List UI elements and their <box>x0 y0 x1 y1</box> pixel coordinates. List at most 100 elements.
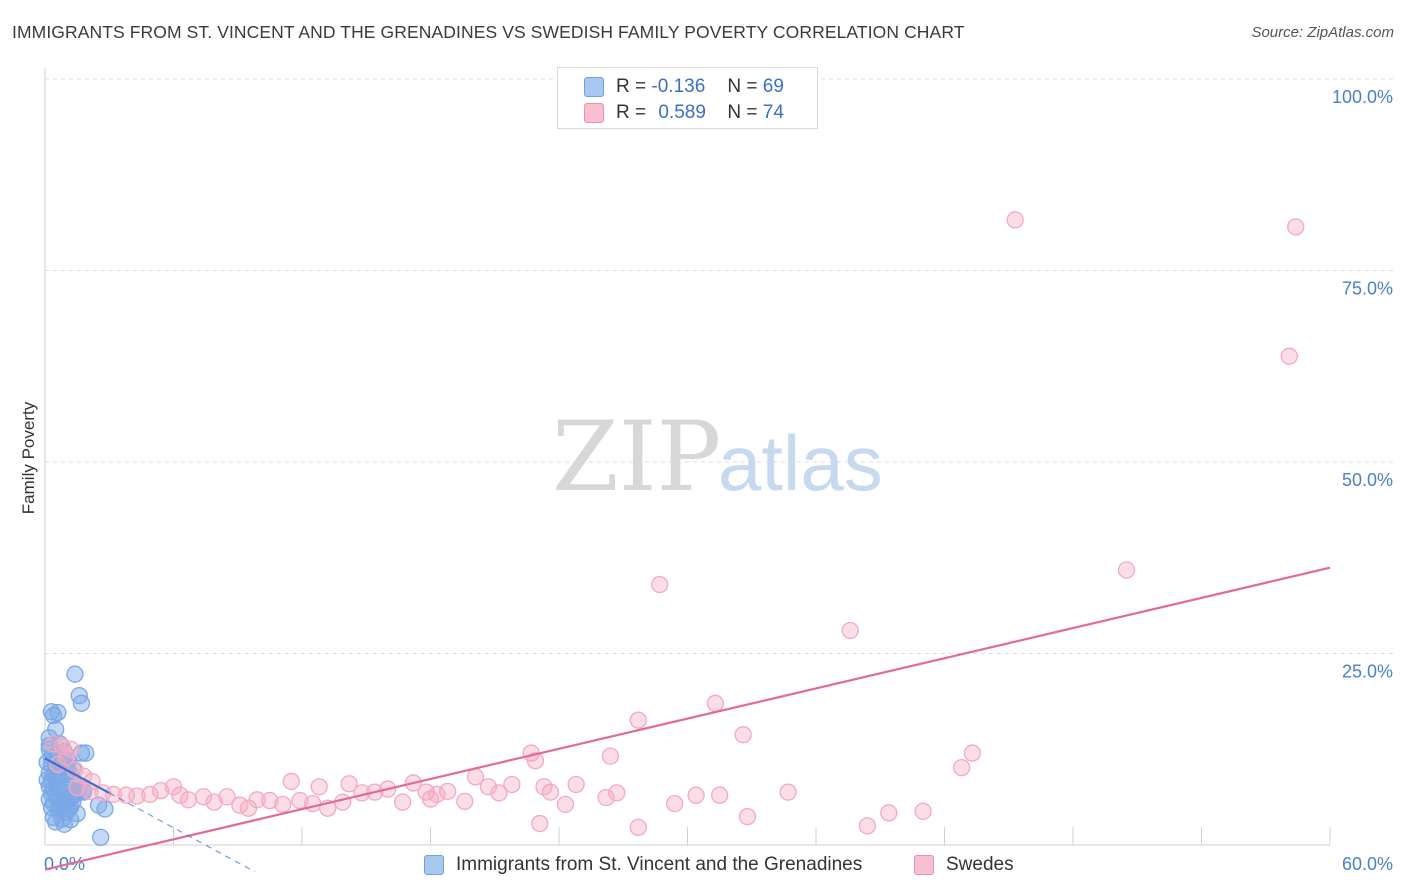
point-swedes <box>914 802 932 820</box>
gridlines <box>45 78 1393 654</box>
source-label: Source: ZipAtlas.com <box>1251 24 1394 41</box>
point-immigrants <box>55 815 73 833</box>
point-swedes <box>171 786 189 804</box>
point-immigrants <box>66 665 84 683</box>
point-swedes <box>601 747 620 765</box>
watermark-zip: ZIP <box>552 401 721 513</box>
point-swedes <box>334 793 352 811</box>
y-axis-label: Family Poverty <box>19 401 38 514</box>
legend-n-label: N = <box>727 76 758 97</box>
point-swedes <box>179 791 198 809</box>
point-swedes <box>556 795 575 814</box>
point-swedes <box>608 784 626 802</box>
regression-lines <box>44 566 1331 873</box>
bottom-legend-label-immigrants: Immigrants from St. Vincent and the Gren… <box>456 854 863 875</box>
bottom-legend-swedes: Swedes <box>914 852 1014 878</box>
point-swedes <box>1117 561 1136 579</box>
point-swedes <box>567 775 585 794</box>
point-swedes <box>629 818 647 837</box>
point-swedes <box>421 790 440 808</box>
point-swedes <box>490 784 508 802</box>
point-swedes <box>779 783 797 801</box>
point-swedes <box>1006 211 1024 229</box>
point-swedes <box>597 788 615 807</box>
point-immigrants <box>72 694 91 712</box>
point-swedes <box>687 786 705 804</box>
point-swedes <box>479 778 497 796</box>
point-swedes <box>282 772 300 791</box>
legend-r-value-swedes: 0.589 <box>658 102 706 123</box>
point-swedes <box>340 775 358 793</box>
point-swedes <box>218 788 236 806</box>
point-swedes <box>394 793 412 811</box>
point-swedes <box>531 814 549 833</box>
point-immigrants <box>68 804 86 823</box>
series-immigrants-points <box>38 665 114 846</box>
point-swedes <box>734 726 752 744</box>
legend-r-label: R = <box>616 102 647 123</box>
point-swedes <box>261 791 279 810</box>
point-swedes <box>304 794 322 813</box>
point-swedes <box>952 758 971 777</box>
regression-line-swedes <box>44 566 1331 871</box>
point-swedes <box>710 786 729 804</box>
point-swedes <box>94 784 112 802</box>
point-swedes <box>104 785 123 804</box>
legend-swatch-swedes <box>584 103 604 123</box>
point-swedes <box>880 804 898 822</box>
bottom-legend-swatch-immigrants <box>424 855 444 875</box>
y-tick-label: 50.0% <box>1342 470 1393 490</box>
point-swedes <box>151 781 170 800</box>
point-swedes <box>274 795 292 814</box>
point-swedes <box>128 787 146 805</box>
y-tick-label: 100.0% <box>1332 87 1393 107</box>
y-tick-label: 25.0% <box>1342 662 1393 682</box>
point-swedes <box>1280 347 1298 365</box>
chart-title: IMMIGRANTS FROM ST. VINCENT AND THE GREN… <box>12 22 965 42</box>
point-swedes <box>68 778 86 797</box>
point-immigrants <box>77 744 95 762</box>
point-immigrants <box>96 800 114 818</box>
point-immigrants <box>92 828 110 846</box>
point-swedes <box>526 752 545 770</box>
point-swedes <box>248 791 266 809</box>
legend-swatch-immigrants <box>584 77 604 97</box>
regression-line-immigrants-extension <box>108 792 256 873</box>
point-swedes <box>503 775 521 794</box>
point-swedes <box>310 778 328 796</box>
point-swedes <box>541 783 560 801</box>
watermark-atlas: atlas <box>718 419 883 507</box>
point-immigrants <box>47 768 65 787</box>
point-swedes <box>841 621 859 640</box>
point-swedes <box>651 575 669 594</box>
point-swedes <box>666 794 684 813</box>
legend-r-value-immigrants: -0.136 <box>651 76 706 97</box>
point-immigrants <box>44 706 63 725</box>
correlation-legend: R = -0.136 N = 69 R = 0.589 N = 74 <box>557 67 818 129</box>
legend-r-label: R = <box>616 76 647 97</box>
point-swedes <box>963 744 981 762</box>
legend-row-swedes: R = 0.589 N = 74 <box>584 101 784 125</box>
point-swedes <box>194 788 213 806</box>
bottom-legend-immigrants: Immigrants from St. Vincent and the Gren… <box>424 852 862 878</box>
legend-n-label: N = <box>727 102 758 123</box>
point-swedes <box>141 785 159 804</box>
point-swedes <box>205 793 223 811</box>
y-tick-label: 75.0% <box>1342 279 1393 299</box>
bottom-legend-label-swedes: Swedes <box>946 854 1014 875</box>
point-swedes <box>1287 218 1305 236</box>
legend-n-value-immigrants: 69 <box>762 76 784 97</box>
series-swedes-points <box>44 211 1305 837</box>
point-swedes <box>858 817 877 835</box>
x-tick-label: 60.0% <box>1342 854 1393 874</box>
point-swedes <box>738 808 757 826</box>
point-swedes <box>629 711 647 729</box>
regression-line-immigrants <box>44 757 110 794</box>
point-immigrants <box>55 796 73 814</box>
point-swedes <box>438 782 457 801</box>
legend-row-immigrants: R = -0.136 N = 69 <box>584 75 784 99</box>
point-swedes <box>456 792 474 810</box>
bottom-legend-swatch-swedes <box>914 855 934 875</box>
watermark: ZIP atlas <box>552 401 883 513</box>
